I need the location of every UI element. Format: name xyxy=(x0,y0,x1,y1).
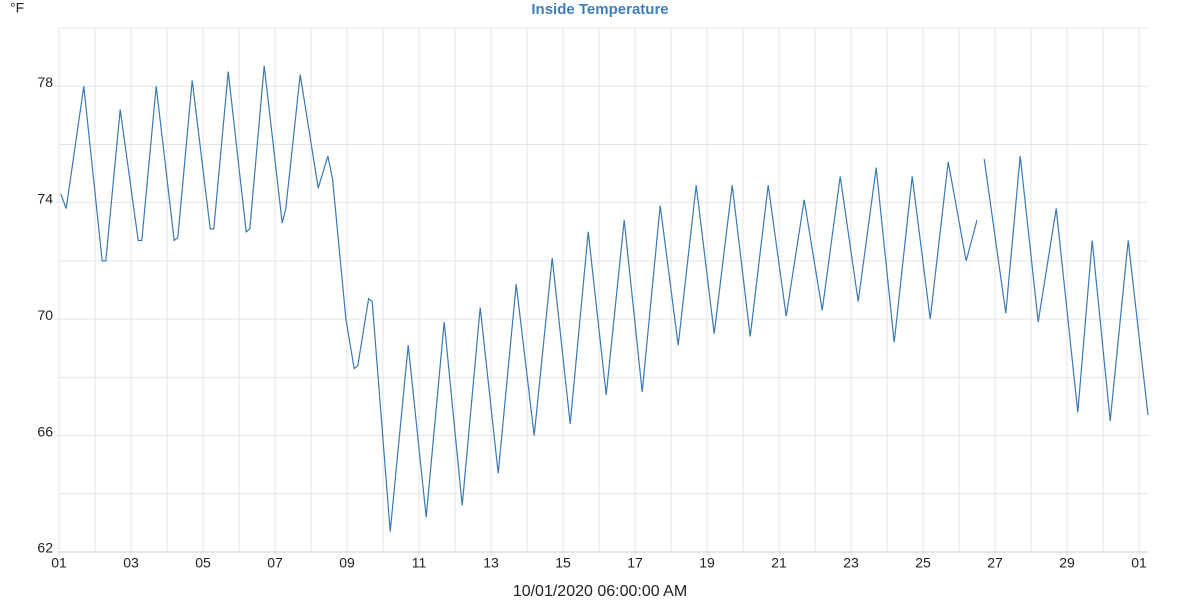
x-tick-label: 03 xyxy=(123,555,139,571)
y-tick-label: 74 xyxy=(37,190,53,206)
x-tick-label: 19 xyxy=(699,555,715,571)
y-tick-label: 70 xyxy=(37,307,53,323)
y-unit: °F xyxy=(10,0,24,16)
x-tick-label: 25 xyxy=(915,555,931,571)
x-tick-label: 29 xyxy=(1059,555,1075,571)
line-series xyxy=(60,65,1149,532)
x-tick-label: 01 xyxy=(1131,555,1147,571)
x-tick-label: 09 xyxy=(339,555,355,571)
x-tick-label: 07 xyxy=(267,555,283,571)
x-tick-label: 11 xyxy=(412,555,427,571)
x-tick-label: 23 xyxy=(843,555,859,571)
y-tick-label: 66 xyxy=(37,423,53,439)
x-tick-label: 17 xyxy=(627,555,643,571)
x-tick-label: 27 xyxy=(987,555,1003,571)
x-tick-label: 05 xyxy=(195,555,211,571)
y-tick-label: 78 xyxy=(37,74,53,90)
x-tick-label: 01 xyxy=(51,555,67,571)
y-tick-label: 62 xyxy=(37,540,53,556)
x-tick-label: 13 xyxy=(483,555,499,571)
x-tick-label: 15 xyxy=(555,555,571,571)
x-tick-label: 21 xyxy=(771,555,787,571)
x-label: 10/01/2020 06:00:00 AM xyxy=(513,583,687,600)
chart-title: Inside Temperature xyxy=(531,1,668,18)
